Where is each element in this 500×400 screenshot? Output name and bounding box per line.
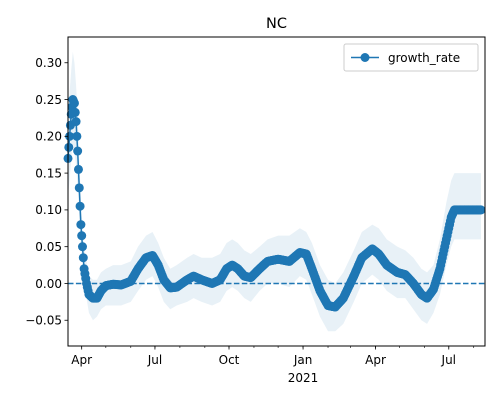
y-tick-label: 0.15 bbox=[35, 166, 62, 180]
legend-label: growth_rate bbox=[388, 51, 460, 65]
data-point bbox=[77, 242, 87, 252]
plot-area bbox=[63, 51, 486, 332]
data-point bbox=[73, 146, 83, 156]
x-tick-label: Apr bbox=[71, 353, 92, 367]
y-tick-label: 0.10 bbox=[35, 203, 62, 217]
x-tick-label: Oct bbox=[219, 353, 240, 367]
growth-rate-markers bbox=[63, 95, 486, 312]
x-tick-label: Jul bbox=[147, 353, 162, 367]
y-tick-label: 0.25 bbox=[35, 93, 62, 107]
data-point bbox=[65, 131, 75, 141]
x-tick-label: Jul bbox=[441, 353, 456, 367]
data-point bbox=[78, 253, 88, 263]
data-point bbox=[69, 98, 79, 108]
axes: −0.05 0.00 0.05 0.10 0.15 0.20 0.25 0.30 Apr Jul O… bbox=[25, 36, 486, 385]
data-point bbox=[74, 183, 84, 193]
x-tick-label: Jan bbox=[293, 353, 313, 367]
axes-frame bbox=[67, 36, 486, 347]
data-point bbox=[70, 107, 80, 117]
y-tick-label: 0.30 bbox=[35, 56, 62, 70]
data-point bbox=[64, 142, 74, 152]
y-tick-label: 0.20 bbox=[35, 130, 62, 144]
legend-marker-swatch bbox=[360, 53, 370, 62]
data-point bbox=[76, 220, 86, 230]
legend-box bbox=[343, 43, 479, 72]
data-point bbox=[72, 131, 82, 141]
chart-title: NC bbox=[266, 16, 287, 32]
y-tick-label: 0.05 bbox=[35, 240, 62, 254]
x-tick-label: Apr bbox=[365, 353, 386, 367]
y-tick-label: 0.00 bbox=[35, 277, 62, 291]
y-tick-label: −0.05 bbox=[25, 314, 62, 328]
confidence-band bbox=[68, 51, 481, 332]
data-point bbox=[476, 205, 486, 215]
data-point bbox=[73, 164, 83, 174]
data-point bbox=[75, 201, 85, 211]
data-point bbox=[77, 231, 87, 241]
x-year-label: 2021 bbox=[288, 371, 319, 385]
legend: growth_rate bbox=[343, 43, 479, 72]
data-point bbox=[71, 117, 81, 127]
